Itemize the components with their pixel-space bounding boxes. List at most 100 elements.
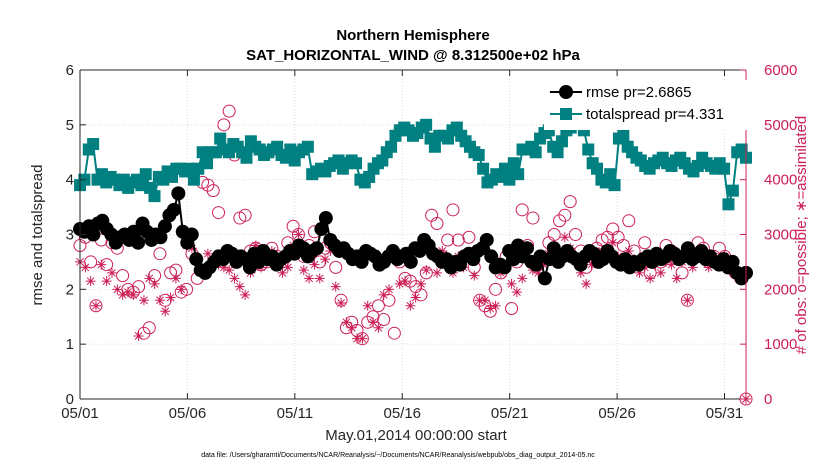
totalspread-point (617, 129, 630, 142)
obs-assimilated-point (559, 232, 570, 243)
x-tick-label: 05/06 (169, 405, 207, 422)
y-tick-label-left: 0 (66, 391, 74, 408)
obs-assimilated-point (144, 273, 155, 284)
obs-assimilated-point (202, 248, 213, 259)
obs-assimilated-point (341, 317, 352, 328)
obs-assimilated-point (485, 303, 496, 314)
obs-assimilated-point (229, 273, 240, 284)
totalspread-point (582, 143, 595, 156)
rmse-point (189, 252, 204, 267)
obs-assimilated-point (511, 287, 522, 298)
y-tick-label-left: 3 (66, 227, 74, 244)
obs-assimilated-point (298, 265, 309, 276)
obs-assimilated-point (122, 287, 133, 298)
obs-assimilated-point (506, 278, 517, 289)
y-tick-label-right: 2000 (764, 281, 797, 298)
y-tick-label-left: 4 (66, 172, 74, 189)
obs-assimilated-point (186, 243, 197, 254)
obs-possible-point (238, 208, 252, 222)
totalspread-point (240, 151, 253, 164)
obs-possible-point (622, 214, 636, 228)
rmse-point (86, 227, 101, 242)
rmse-point (166, 202, 181, 217)
rmse-point (126, 224, 141, 239)
totalspread-point (350, 157, 363, 170)
obs-possible-point (505, 302, 519, 316)
obs-assimilated-point (176, 284, 187, 295)
obs-assimilated-point (682, 295, 693, 306)
obs-assimilated-point (645, 273, 656, 284)
obs-assimilated-point (101, 276, 112, 287)
x-tick-label: 05/01 (61, 405, 99, 422)
obs-possible-point (638, 236, 652, 250)
y-tick-label-left: 5 (66, 117, 74, 134)
obs-assimilated-point (277, 267, 288, 278)
totalspread-point (385, 140, 398, 153)
obs-assimilated-point (309, 259, 320, 270)
obs-assimilated-point (106, 267, 117, 278)
obs-possible-point (563, 195, 577, 209)
x-tick-label: 05/26 (598, 405, 636, 422)
obs-assimilated-point (368, 317, 379, 328)
obs-assimilated-point (469, 270, 480, 281)
obs-assimilated-point (304, 273, 315, 284)
totalspread-point (420, 118, 433, 131)
obs-possible-point (377, 312, 391, 326)
obs-possible-point (222, 104, 236, 118)
rmse-point (131, 235, 146, 250)
series-layer (73, 99, 753, 406)
totalspread-point (529, 146, 542, 159)
y-tick-label-left: 2 (66, 281, 74, 298)
obs-possible-point (462, 230, 476, 244)
axes-layer: 05/01 05/06 05/11 05/16 05/21 05/26 05/31 0 1 2 3 4… (61, 62, 797, 422)
rmse-point (484, 249, 499, 264)
obs-assimilated-point (394, 278, 405, 289)
obs-assimilated-point (655, 267, 666, 278)
obs-assimilated-point (117, 289, 128, 300)
obs-assimilated-point (336, 298, 347, 309)
obs-assimilated-point (415, 278, 426, 289)
obs-assimilated-point (575, 267, 586, 278)
obs-assimilated-point (282, 262, 293, 273)
y-tick-label-right: 4000 (764, 172, 797, 189)
rmse-point (314, 222, 329, 237)
rmse-point (537, 271, 552, 286)
obs-assimilated-point (160, 306, 171, 317)
obs-assimilated-point (128, 289, 139, 300)
obs-possible-point (132, 280, 146, 294)
totalspread-point (187, 173, 200, 186)
obs-possible-point (441, 233, 455, 247)
totalspread-point (604, 168, 617, 181)
y-tick-label-right: 1000 (764, 336, 797, 353)
obs-assimilated-point (149, 278, 160, 289)
legend: rmse pr=2.6865 totalspread pr=4.331 (544, 80, 748, 130)
obs-assimilated-point (250, 240, 261, 251)
obs-possible-point (116, 269, 130, 283)
obs-assimilated-point (634, 267, 645, 278)
totalspread-point (551, 146, 564, 159)
y-tick-label-right: 3000 (764, 227, 797, 244)
rmse-point (403, 254, 418, 269)
totalspread-point (608, 179, 621, 192)
rmse-series (73, 186, 753, 286)
rmse-point (479, 232, 494, 247)
totalspread-point (139, 168, 152, 181)
obs-assimilated-point (138, 295, 149, 306)
obs-assimilated-point (293, 229, 304, 240)
obs-assimilated-point (224, 265, 235, 276)
rmse-point (157, 219, 172, 234)
rmse-point (725, 254, 740, 269)
obs-assimilated-point (90, 300, 101, 311)
totalspread-point (718, 162, 731, 175)
obs-assimilated-point (240, 289, 251, 300)
totalspread-point (214, 132, 227, 145)
obs-assimilated-point (357, 333, 368, 344)
rmse-point (153, 230, 168, 245)
obs-possible-point (558, 208, 572, 222)
obs-possible-point (313, 255, 327, 269)
chart-title-line2: SAT_HORIZONTAL_WIND @ 8.312500e+02 hPa (246, 47, 580, 64)
obs-assimilated-point (517, 273, 528, 284)
obs-assimilated-point (400, 276, 411, 287)
obs-assimilated-point (437, 245, 448, 256)
